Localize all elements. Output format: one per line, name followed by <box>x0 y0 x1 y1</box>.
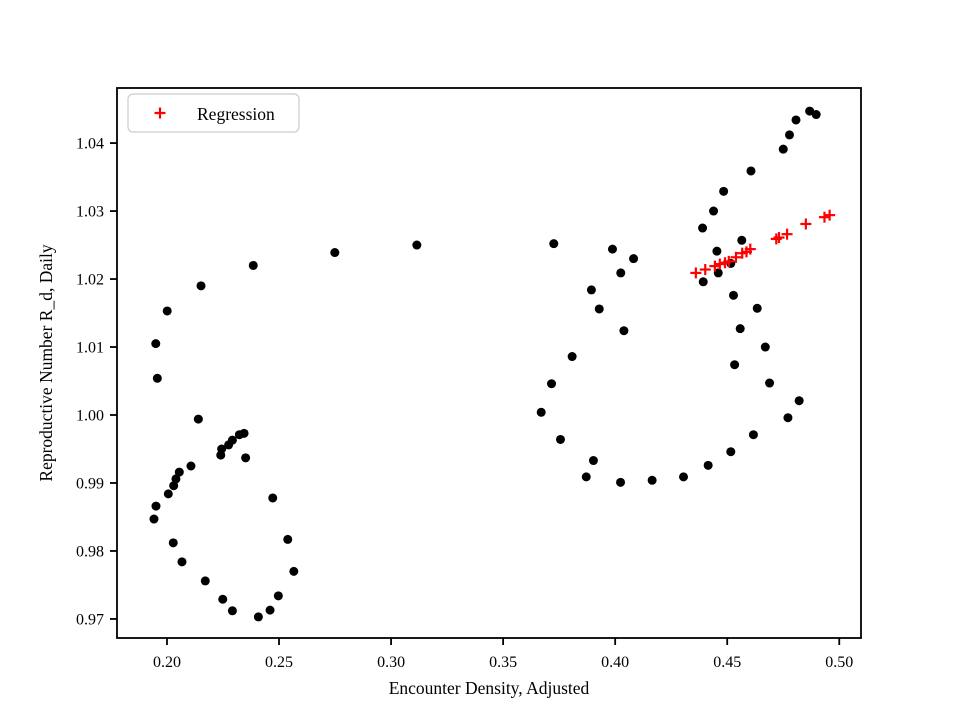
y-tick-label: 1.00 <box>76 408 104 425</box>
x-tick-label: 0.25 <box>265 654 293 671</box>
data-point <box>547 379 557 389</box>
data-point <box>163 489 173 499</box>
data-point <box>737 235 747 245</box>
y-axis-label: Reproductive Number R_d, Daily <box>36 244 56 481</box>
y-tick-label: 1.03 <box>76 204 104 221</box>
data-point <box>283 534 293 544</box>
data-point <box>169 481 179 491</box>
x-axis-ticks: 0.20 0.25 0.30 0.35 0.40 0.45 0.50 <box>153 638 853 671</box>
data-point <box>218 594 228 604</box>
data-point <box>629 254 639 264</box>
legend-box <box>127 93 300 133</box>
data-point <box>791 115 801 125</box>
y-tick-label: 1.01 <box>76 340 104 357</box>
data-point <box>746 166 756 176</box>
data-point <box>200 576 210 586</box>
legend: Regression <box>127 93 300 133</box>
data-point <box>196 281 206 291</box>
data-point <box>227 606 237 616</box>
data-point <box>709 206 719 216</box>
data-point <box>752 303 762 313</box>
data-point <box>728 290 738 300</box>
regression-points <box>690 209 836 279</box>
data-point <box>712 246 722 256</box>
data-point <box>765 378 775 388</box>
data-point <box>616 477 626 487</box>
data-point <box>536 407 546 417</box>
y-tick-label: 0.99 <box>76 475 104 492</box>
x-tick-label: 0.50 <box>825 654 853 671</box>
data-point <box>216 450 226 460</box>
data-point <box>748 430 758 440</box>
data-point <box>703 460 713 470</box>
observations-points <box>149 106 821 622</box>
data-point <box>647 475 657 485</box>
data-point <box>555 434 565 444</box>
data-point <box>719 186 729 196</box>
data-point <box>193 414 203 424</box>
x-axis-label: Encounter Density, Adjusted <box>389 678 590 698</box>
data-point <box>186 461 196 471</box>
data-point <box>171 474 181 484</box>
data-point <box>730 360 740 370</box>
data-point <box>253 612 263 622</box>
data-point <box>594 304 604 314</box>
data-point <box>698 277 708 287</box>
data-point <box>149 514 159 524</box>
data-point <box>616 268 626 278</box>
data-point <box>151 339 161 349</box>
data-point <box>586 285 596 295</box>
y-tick-label: 0.97 <box>76 611 104 628</box>
data-point <box>162 306 172 316</box>
data-point <box>713 268 723 278</box>
data-point <box>735 324 745 334</box>
data-point <box>619 326 629 336</box>
data-point <box>581 472 591 482</box>
data-point <box>588 456 598 466</box>
data-point <box>412 240 422 250</box>
x-tick-label: 0.40 <box>601 654 629 671</box>
data-point <box>289 566 299 576</box>
x-tick-label: 0.35 <box>489 654 517 671</box>
data-point <box>177 557 187 567</box>
data-point <box>726 447 736 457</box>
data-point <box>783 413 793 423</box>
data-point <box>268 493 278 503</box>
plot-frame <box>116 87 862 639</box>
x-tick-label: 0.20 <box>153 654 181 671</box>
data-point <box>607 244 617 254</box>
legend-label: Regression <box>197 104 275 124</box>
x-tick-label: 0.45 <box>713 654 741 671</box>
y-tick-label: 0.98 <box>76 543 104 560</box>
data-point <box>248 260 258 270</box>
data-point <box>698 223 708 233</box>
data-point <box>241 453 251 463</box>
data-point <box>168 538 178 548</box>
data-point <box>152 373 162 383</box>
data-point <box>330 248 340 258</box>
data-point <box>811 110 821 120</box>
data-point <box>785 130 795 140</box>
data-point <box>760 342 770 352</box>
data-point <box>151 501 161 511</box>
x-tick-label: 0.30 <box>377 654 405 671</box>
data-point <box>224 440 234 450</box>
y-tick-label: 1.02 <box>76 272 104 289</box>
y-tick-label: 1.04 <box>76 136 104 153</box>
data-point <box>794 396 804 406</box>
data-point <box>567 352 577 362</box>
legend-plus-icon <box>154 107 166 119</box>
data-point <box>174 467 184 477</box>
data-point <box>778 144 788 154</box>
data-point <box>234 430 244 440</box>
data-point <box>679 472 689 482</box>
data-point <box>273 591 283 601</box>
y-axis-ticks: 0.97 0.98 0.99 1.00 1.01 1.02 1.03 1.04 <box>76 136 117 628</box>
data-point <box>549 239 559 249</box>
data-point <box>265 605 275 615</box>
